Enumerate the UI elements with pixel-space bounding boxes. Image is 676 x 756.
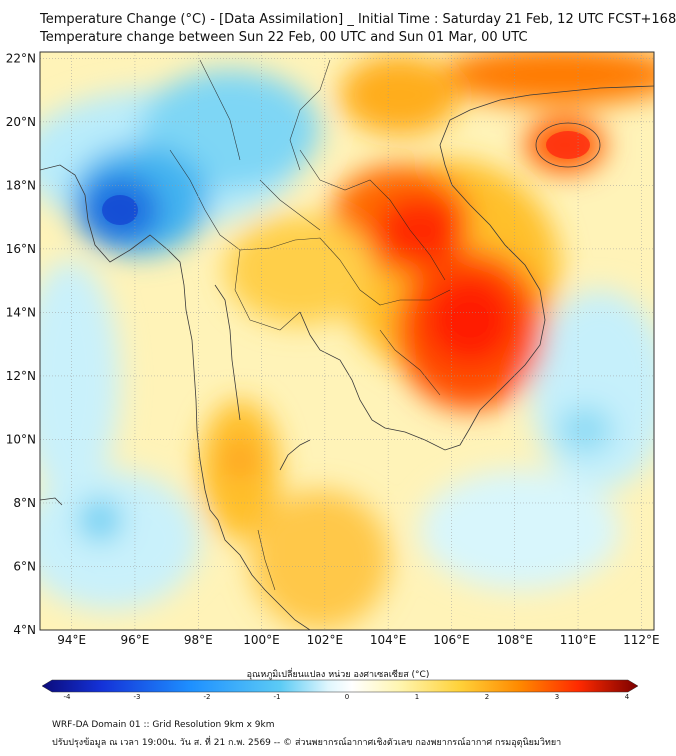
colorbar-tick-label: -2 xyxy=(203,693,211,701)
lon-label: 108°E xyxy=(496,633,533,647)
lon-label: 102°E xyxy=(307,633,344,647)
gridlines xyxy=(40,52,654,631)
lat-label: 8°N xyxy=(13,496,36,510)
map-frame xyxy=(39,51,655,631)
colorbar-tick-label: 3 xyxy=(554,693,560,701)
lat-label: 12°N xyxy=(6,369,36,383)
lat-label: 6°N xyxy=(13,559,36,573)
lon-label: 106°E xyxy=(433,633,470,647)
lat-label: 16°N xyxy=(6,242,36,256)
lon-label: 112°E xyxy=(623,633,660,647)
lat-label: 18°N xyxy=(6,178,36,192)
colorbar-tick-label: -3 xyxy=(133,693,141,701)
chart-title: Temperature Change (°C) - [Data Assimila… xyxy=(40,12,676,27)
colorbar-tick-label: 1 xyxy=(414,693,420,701)
colorbar-tick-label: 0 xyxy=(344,693,350,701)
chart-subtitle: Temperature change between Sun 22 Feb, 0… xyxy=(40,30,528,45)
colorbar-tick-label: -4 xyxy=(63,693,71,701)
colorbar xyxy=(41,679,639,693)
footer-update-info: ปรับปรุงข้อมูล ณ เวลา 19:00น. วัน ส. ที่… xyxy=(52,738,562,748)
colorbar-title: อุณหภูมิเปลี่ยนแปลง หน่วย องศาเซลเซียส (… xyxy=(246,670,430,680)
lon-label: 110°E xyxy=(560,633,597,647)
lon-label: 96°E xyxy=(121,633,150,647)
lat-label: 4°N xyxy=(13,623,36,637)
colorbar-tick-label: 2 xyxy=(484,693,490,701)
colorbar-tick-label: 4 xyxy=(624,693,630,701)
lon-label: 100°E xyxy=(243,633,280,647)
lon-label: 98°E xyxy=(184,633,213,647)
lat-label: 10°N xyxy=(6,432,36,446)
footer-model-info: WRF-DA Domain 01 :: Grid Resolution 9km … xyxy=(52,720,275,730)
lat-label: 22°N xyxy=(6,51,36,65)
colorbar-tick-label: -1 xyxy=(273,693,281,701)
lon-label: 94°E xyxy=(57,633,86,647)
lat-label: 20°N xyxy=(6,115,36,129)
lat-label: 14°N xyxy=(6,305,36,319)
anomaly-field xyxy=(40,52,654,630)
lon-label: 104°E xyxy=(370,633,407,647)
